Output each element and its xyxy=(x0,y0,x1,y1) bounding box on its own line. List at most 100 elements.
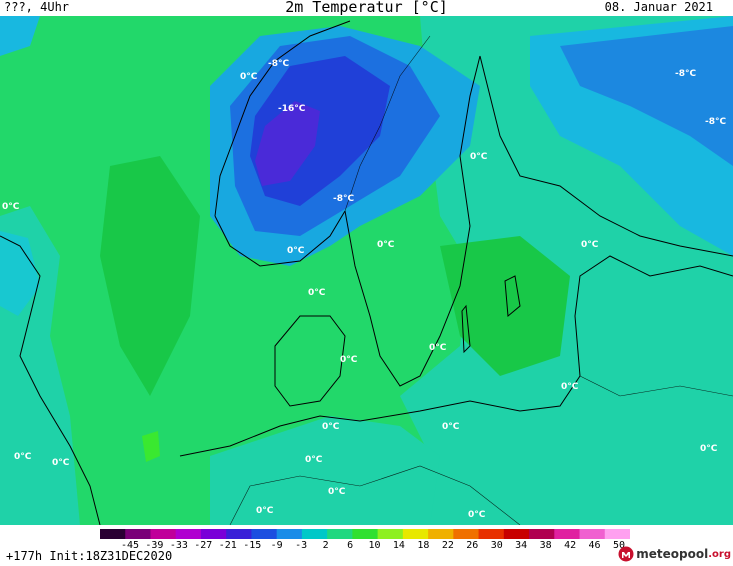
isotherm-label: -8°C xyxy=(268,59,289,69)
color-scale-segment xyxy=(301,529,328,539)
color-scale-segment xyxy=(503,529,530,539)
island-oland xyxy=(461,304,471,354)
isotherm-label: 0°C xyxy=(14,452,32,462)
color-scale-tick-label: 10 xyxy=(368,540,381,551)
color-scale-tick-label: 50 xyxy=(612,540,626,551)
color-scale-tick-label: -3 xyxy=(295,540,308,551)
island-gotland xyxy=(504,275,521,317)
isotherm-label: -8°C xyxy=(675,69,696,79)
color-scale-tick-label: 14 xyxy=(392,540,405,551)
isotherm-label: 0°C xyxy=(377,240,395,250)
map-title: 2m Temperatur [°C] xyxy=(285,0,448,16)
color-scale-segment xyxy=(377,529,404,539)
color-scale-segment xyxy=(478,529,505,539)
color-scale-bar xyxy=(100,529,630,539)
color-scale-tick-label: -21 xyxy=(218,540,237,551)
isotherm-label: 0°C xyxy=(240,72,258,82)
temperature-field-green-baltic xyxy=(440,236,570,376)
isotherm-label: 0°C xyxy=(442,422,460,432)
color-scale-tick-label: 18 xyxy=(417,540,430,551)
isotherm-label: 0°C xyxy=(287,246,305,256)
isotherm-label: 0°C xyxy=(328,487,346,497)
color-scale-segment xyxy=(529,529,555,539)
isotherm-label: -8°C xyxy=(705,117,726,127)
color-scale-tick-label: -33 xyxy=(169,540,188,551)
isotherm-label: -16°C xyxy=(278,104,306,114)
temperature-field-bright-green-spot xyxy=(142,431,160,462)
color-scale-tick-label: -9 xyxy=(270,540,283,551)
color-scale-tick-label: 46 xyxy=(588,540,601,551)
color-scale-segment xyxy=(200,529,227,539)
color-scale-tick-label: 22 xyxy=(441,540,454,551)
color-scale-segment xyxy=(100,529,126,539)
logo-suffix: .org xyxy=(708,548,731,560)
color-scale-segment xyxy=(352,529,379,539)
temperature-map: -8°C -16°C -8°C -8°C -8°C 0°C 0°C 0°C 0°… xyxy=(0,16,733,525)
color-scale-tick-label: 26 xyxy=(466,540,479,551)
isotherm-label: 0°C xyxy=(305,455,323,465)
coastline-germany-poland xyxy=(179,375,581,457)
valid-date: 08. Januar 2021 xyxy=(604,0,713,14)
color-scale-segment xyxy=(604,529,630,539)
border-inland-east xyxy=(579,375,733,397)
title-bar: ???, 4Uhr 2m Temperatur [°C] 08. Januar … xyxy=(0,0,733,16)
color-scale-segment xyxy=(579,529,606,539)
color-scale-segment xyxy=(150,529,177,539)
logo-name: meteopool xyxy=(636,547,709,561)
coastlines xyxy=(0,20,733,525)
legend-area: -45 -39 -33 -27 -21 -15 -9 -3 2 6 10 14 18 22 26 30 34 38… xyxy=(0,525,733,566)
isotherm-label: -8°C xyxy=(333,194,354,204)
cold-zone-core xyxy=(255,101,320,186)
color-scale-tick-label: -39 xyxy=(145,540,164,551)
color-scale-segment xyxy=(276,529,303,539)
color-scale-segment xyxy=(428,529,454,539)
color-scale-tick-label: 6 xyxy=(347,540,354,551)
isotherm-label: 0°C xyxy=(561,382,579,392)
coastline-south-norway xyxy=(214,210,346,267)
color-scale-segment xyxy=(402,529,429,539)
border-inland-south xyxy=(229,465,521,525)
isotherm-label: 0°C xyxy=(700,444,718,454)
border-norway-sweden xyxy=(344,35,431,212)
temperature-field-cyan-west xyxy=(0,231,40,316)
meteopool-logo: meteopool .org xyxy=(618,545,731,563)
forecast-info: +177h Init:18Z31DEC2020 xyxy=(6,549,173,563)
color-scale-tick-label: 38 xyxy=(539,540,552,551)
meteopool-logo-icon xyxy=(618,546,634,562)
color-scale-segment xyxy=(251,529,278,539)
cold-zone-east-blue xyxy=(560,26,733,166)
isotherm-label: 0°C xyxy=(468,510,486,520)
isotherm-label: 0°C xyxy=(340,355,358,365)
isotherm-label: 0°C xyxy=(429,343,447,353)
coastline-baltic-east xyxy=(574,255,733,377)
coastline-norway xyxy=(214,20,351,217)
isotherm-label: 0°C xyxy=(52,458,70,468)
color-scale-tick-label: -15 xyxy=(243,540,262,551)
coastline-denmark xyxy=(274,315,346,407)
color-scale-segment xyxy=(554,529,581,539)
color-scale-segment xyxy=(453,529,480,539)
coastline-sweden xyxy=(344,55,481,387)
borders xyxy=(229,35,733,525)
isotherm-label: 0°C xyxy=(256,506,274,516)
color-scale-segment xyxy=(125,529,151,539)
temperature-field-green-north-sea xyxy=(100,156,200,396)
temperature-field-teal-south xyxy=(210,416,440,525)
color-scale-ticks: -45 -39 -33 -27 -21 -15 -9 -3 2 6 10 14 18 22 26 30 34 38… xyxy=(0,540,733,554)
color-scale-tick-label: 30 xyxy=(490,540,503,551)
coastline-finland xyxy=(479,55,733,257)
cold-zone-northwest xyxy=(0,16,40,56)
color-scale-tick-label: 34 xyxy=(515,540,528,551)
coastline-uk xyxy=(0,235,101,525)
isotherm-label: 0°C xyxy=(470,152,488,162)
run-info: ???, 4Uhr xyxy=(4,0,70,14)
color-scale-tick-label: -27 xyxy=(194,540,213,551)
isotherm-label: 0°C xyxy=(308,288,326,298)
color-scale-segment xyxy=(226,529,252,539)
color-scale-tick-label: 2 xyxy=(322,540,329,551)
color-scale-tick-label: -45 xyxy=(120,540,140,551)
color-scale-segment xyxy=(327,529,353,539)
isotherm-label: 0°C xyxy=(322,422,340,432)
color-scale-tick-label: 42 xyxy=(564,540,577,551)
